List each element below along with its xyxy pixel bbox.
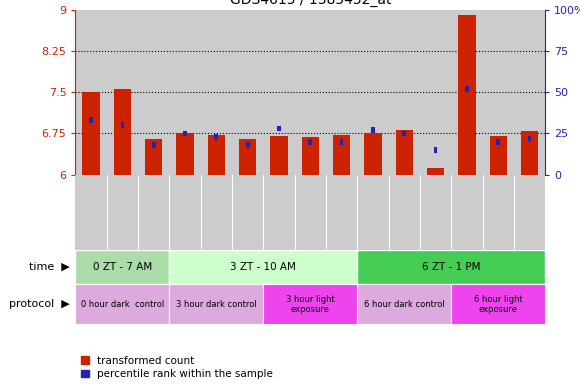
- Bar: [246, 142, 249, 148]
- Text: 3 hour dark control: 3 hour dark control: [176, 300, 257, 309]
- Bar: [145, 139, 162, 175]
- Text: 6 hour light
exposure: 6 hour light exposure: [474, 295, 523, 314]
- Bar: [114, 89, 131, 175]
- Bar: [521, 131, 538, 175]
- Bar: [364, 134, 382, 175]
- Bar: [458, 15, 476, 175]
- Title: GDS4615 / 1385452_at: GDS4615 / 1385452_at: [230, 0, 391, 7]
- Bar: [152, 142, 155, 148]
- Bar: [434, 147, 437, 153]
- Bar: [490, 136, 507, 175]
- Bar: [333, 135, 350, 175]
- Bar: [239, 139, 256, 175]
- Bar: [121, 122, 124, 128]
- Bar: [75, 284, 169, 324]
- Bar: [270, 136, 288, 175]
- Bar: [357, 250, 545, 284]
- Bar: [528, 136, 531, 141]
- Bar: [169, 284, 263, 324]
- Bar: [208, 134, 225, 175]
- Bar: [427, 168, 444, 175]
- Bar: [403, 131, 406, 136]
- Legend: transformed count, percentile rank within the sample: transformed count, percentile rank withi…: [81, 356, 273, 379]
- Text: 6 hour dark control: 6 hour dark control: [364, 300, 445, 309]
- Bar: [277, 126, 281, 131]
- Bar: [302, 137, 319, 175]
- Bar: [183, 131, 187, 136]
- Bar: [82, 92, 100, 175]
- Bar: [465, 86, 469, 92]
- Text: 6 ZT - 1 PM: 6 ZT - 1 PM: [422, 262, 480, 272]
- Bar: [496, 139, 500, 145]
- Bar: [451, 284, 545, 324]
- Bar: [176, 134, 194, 175]
- Bar: [340, 139, 343, 145]
- Text: protocol  ▶: protocol ▶: [9, 299, 70, 310]
- Text: 0 hour dark  control: 0 hour dark control: [81, 300, 164, 309]
- Text: time  ▶: time ▶: [29, 262, 70, 272]
- Text: 3 ZT - 10 AM: 3 ZT - 10 AM: [230, 262, 296, 272]
- Bar: [89, 118, 93, 123]
- Bar: [357, 284, 451, 324]
- Bar: [263, 284, 357, 324]
- Bar: [371, 127, 375, 133]
- Bar: [75, 250, 169, 284]
- Bar: [169, 250, 357, 284]
- Bar: [309, 139, 312, 145]
- Text: 3 hour light
exposure: 3 hour light exposure: [286, 295, 335, 314]
- Bar: [396, 129, 413, 175]
- Bar: [215, 134, 218, 140]
- Text: 0 ZT - 7 AM: 0 ZT - 7 AM: [93, 262, 152, 272]
